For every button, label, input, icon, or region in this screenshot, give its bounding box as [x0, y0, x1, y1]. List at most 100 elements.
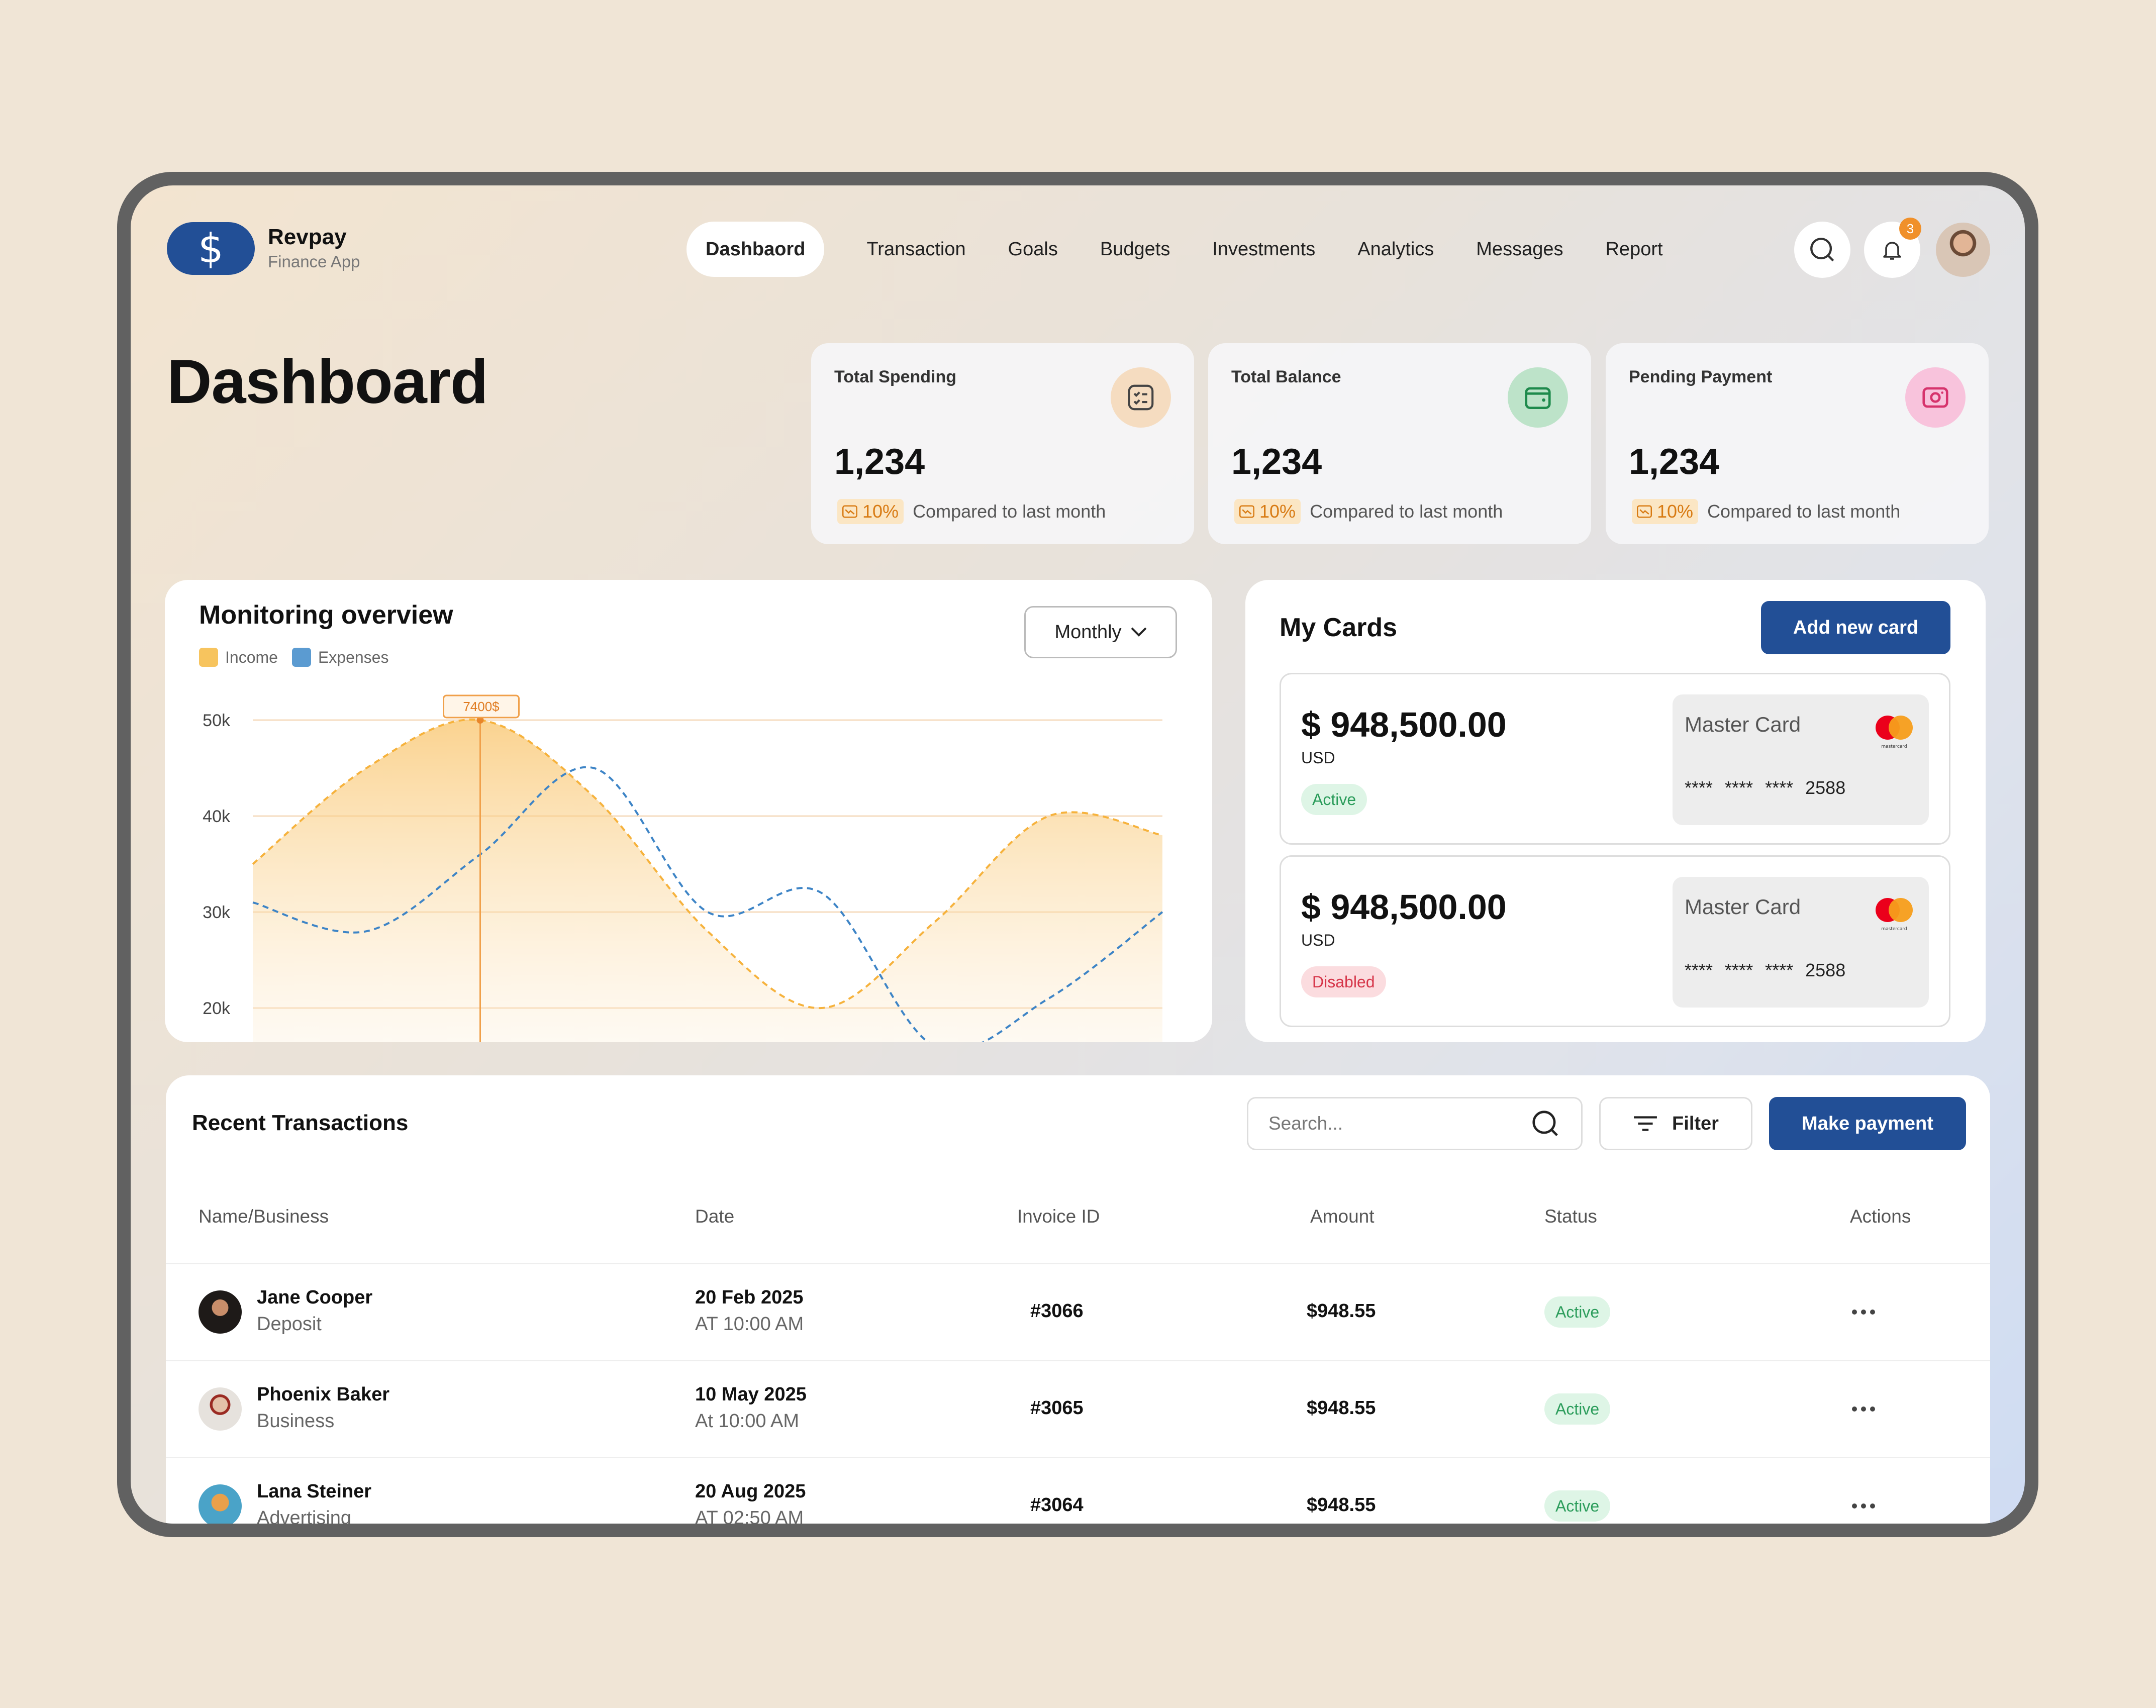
legend-income: Income — [225, 648, 278, 666]
search-button[interactable] — [1794, 222, 1850, 278]
cards-title: My Cards — [1280, 613, 1398, 642]
income-area — [253, 719, 1162, 1042]
stat-pct: 10% — [1657, 501, 1694, 522]
stat-compare: Compared to last month — [1707, 501, 1901, 522]
row-date: 20 Aug 2025 — [695, 1481, 806, 1502]
more-actions-icon[interactable] — [1852, 1503, 1875, 1509]
col-name[interactable]: Name/Business — [199, 1206, 329, 1227]
table-row[interactable]: Phoenix Baker Business 10 May 2025 At 10… — [166, 1361, 1990, 1457]
more-actions-icon[interactable] — [1852, 1406, 1875, 1412]
status-badge: Active — [1544, 1490, 1611, 1522]
nav-item-messages[interactable]: Messages — [1476, 238, 1563, 260]
stat-value: 1,234 — [1629, 442, 1720, 482]
card-item[interactable]: $ 948,500.00 USD Disabled Master Card ma… — [1280, 855, 1950, 1027]
card-amount: $ 948,500.00 — [1301, 705, 1507, 744]
stat-card-pending-payment: Pending Payment 1,234 10% Compared to la… — [1606, 343, 1989, 544]
notification-button[interactable]: 3 — [1864, 218, 1921, 278]
trend-badge: 10% — [1632, 499, 1699, 524]
nav-item-budgets[interactable]: Budgets — [1100, 238, 1170, 260]
search-icon — [1810, 238, 1834, 262]
col-status[interactable]: Status — [1544, 1206, 1597, 1227]
y-tick-label: 40k — [203, 807, 231, 826]
search-input[interactable]: Search... — [1247, 1097, 1583, 1150]
add-new-card-button[interactable]: Add new card — [1761, 601, 1950, 654]
row-time: At 10:00 AM — [695, 1411, 800, 1432]
legend-expenses: Expenses — [318, 648, 389, 666]
status-badge: Active — [1301, 784, 1367, 815]
row-type: Advertising — [257, 1508, 351, 1524]
nav-item-investments[interactable]: Investments — [1212, 238, 1316, 260]
y-tick-label: 50k — [203, 711, 231, 730]
card-amount: $ 948,500.00 — [1301, 887, 1507, 927]
mastercard-logo-icon: mastercard — [1876, 716, 1913, 749]
trend-icon — [1637, 505, 1652, 518]
status-badge: Active — [1544, 1393, 1611, 1425]
monitoring-title: Monitoring overview — [199, 600, 453, 630]
card-item[interactable]: $ 948,500.00 USD Active Master Card mast… — [1280, 673, 1950, 845]
annotation-box — [443, 694, 520, 719]
more-actions-icon[interactable] — [1852, 1310, 1875, 1315]
nav-item-analytics[interactable]: Analytics — [1357, 238, 1434, 260]
expenses-line — [252, 766, 1163, 1042]
chart-legend: Income Expenses — [199, 648, 388, 667]
period-dropdown[interactable]: Monthly — [1024, 606, 1177, 658]
col-amount[interactable]: Amount — [1310, 1206, 1375, 1227]
col-actions[interactable]: Actions — [1850, 1206, 1911, 1227]
transactions-title: Recent Transactions — [192, 1111, 409, 1135]
stat-compare: Compared to last month — [1310, 501, 1503, 522]
stat-label: Total Spending — [834, 367, 957, 386]
device-frame: $ Revpay Finance App Dashbaord Transacti… — [117, 172, 2038, 1537]
expenses-swatch — [291, 648, 311, 667]
nav-item-goals[interactable]: Goals — [1008, 238, 1058, 260]
y-tick-label: 30k — [203, 903, 231, 922]
transactions-panel: Recent Transactions Search... Filter Mak… — [166, 1075, 1990, 1524]
card-name: Master Card — [1685, 713, 1801, 736]
card-mask: **** — [1725, 960, 1753, 980]
row-time: AT 10:00 AM — [695, 1314, 804, 1335]
card-last4: 2588 — [1805, 960, 1846, 980]
avatar — [199, 1290, 242, 1334]
row-amount: $948.55 — [1307, 1494, 1376, 1516]
row-date: 20 Feb 2025 — [695, 1287, 804, 1308]
card-currency: USD — [1301, 749, 1335, 767]
card-mask: **** — [1685, 960, 1713, 980]
stat-label: Total Balance — [1231, 367, 1341, 386]
avatar — [199, 1484, 242, 1524]
col-invoice[interactable]: Invoice ID — [1017, 1206, 1100, 1227]
period-value: Monthly — [1054, 621, 1122, 643]
brand-name: Revpay — [268, 225, 347, 249]
search-placeholder: Search... — [1268, 1113, 1343, 1134]
status-badge: Disabled — [1301, 966, 1386, 997]
make-payment-button[interactable]: Make payment — [1769, 1097, 1966, 1150]
row-amount: $948.55 — [1307, 1300, 1376, 1322]
svg-text:mastercard: mastercard — [1881, 927, 1907, 932]
my-cards-panel: My Cards Add new card $ 948,500.00 USD A… — [1245, 580, 1986, 1042]
main-nav: Dashbaord Transaction Goals Budgets Inve… — [687, 222, 1684, 277]
nav-item-transaction[interactable]: Transaction — [866, 238, 966, 260]
mastercard-preview: Master Card mastercard **** **** **** 25… — [1673, 877, 1929, 1008]
row-name: Jane Cooper — [257, 1287, 373, 1308]
filter-button[interactable]: Filter — [1599, 1097, 1752, 1150]
row-time: AT 02:50 AM — [695, 1508, 804, 1524]
table-row[interactable]: Lana Steiner Advertising 20 Aug 2025 AT … — [166, 1458, 1990, 1524]
user-avatar[interactable] — [1936, 223, 1990, 277]
status-badge: Active — [1544, 1296, 1611, 1328]
row-name: Lana Steiner — [257, 1481, 372, 1502]
col-date[interactable]: Date — [695, 1206, 735, 1227]
trend-badge: 10% — [837, 499, 904, 524]
stat-pct: 10% — [1259, 501, 1296, 522]
logo[interactable]: $ — [167, 222, 255, 275]
table-row[interactable]: Jane Cooper Deposit 20 Feb 2025 AT 10:00… — [166, 1264, 1990, 1360]
nav-item-dashboard[interactable]: Dashbaord — [687, 222, 825, 277]
card-mask: **** — [1765, 777, 1794, 798]
stat-card-total-spending: Total Spending 1,234 10% Compared to las… — [811, 343, 1194, 544]
mastercard-preview: Master Card mastercard **** **** **** 25… — [1673, 694, 1929, 825]
stat-pct: 10% — [862, 501, 899, 522]
filter-label: Filter — [1672, 1113, 1719, 1134]
app-screen: $ Revpay Finance App Dashbaord Transacti… — [131, 185, 2025, 1524]
trend-icon — [842, 505, 857, 518]
nav-item-report[interactable]: Report — [1605, 238, 1663, 260]
stat-change: 10% Compared to last month — [1234, 499, 1503, 524]
stat-value: 1,234 — [834, 442, 925, 482]
notification-badge: 3 — [1899, 218, 1921, 240]
